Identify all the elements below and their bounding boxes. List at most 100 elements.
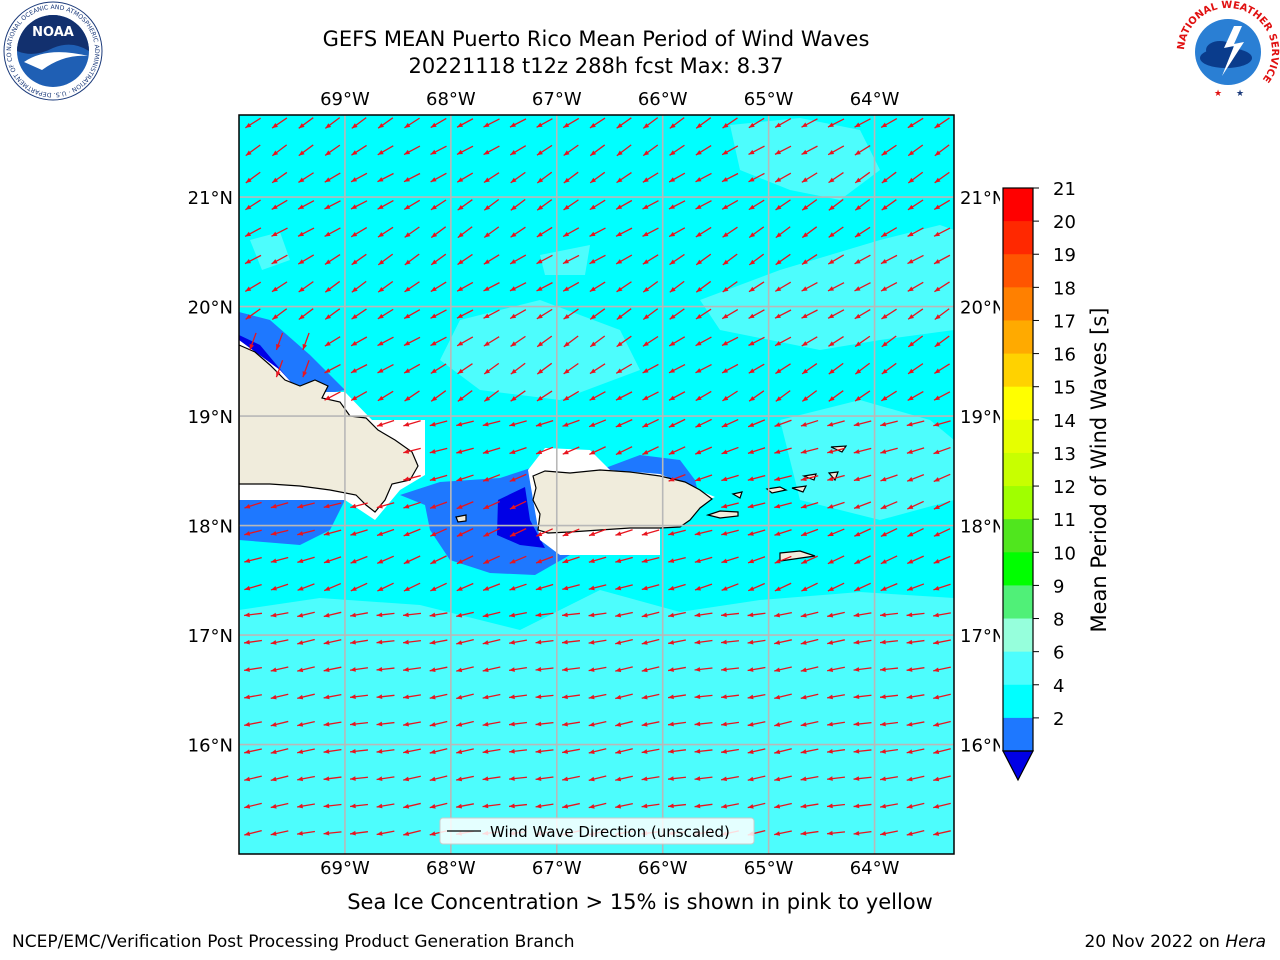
wind-wave-arrow: [376, 639, 395, 645]
wind-wave-arrow: [801, 363, 818, 375]
wind-wave-arrow: [323, 776, 342, 781]
wind-wave-arrow: [721, 748, 739, 754]
wind-wave-arrow: [667, 721, 687, 727]
wind-wave-arrow: [588, 775, 607, 782]
wind-wave-arrow: [667, 803, 687, 809]
wind-wave-arrow: [350, 227, 368, 238]
wind-wave-arrow: [695, 336, 712, 347]
wind-wave-arrow: [349, 830, 369, 836]
colorbar-tick-label: 13: [1053, 444, 1076, 465]
wind-wave-arrow: [694, 748, 713, 754]
wind-wave-arrow: [244, 802, 262, 809]
wind-wave-arrow: [668, 474, 686, 482]
wind-wave-arrow: [456, 748, 474, 754]
lon-tick-label: 64°W: [850, 858, 900, 879]
wind-wave-arrow: [323, 694, 342, 700]
wind-wave-arrow: [588, 693, 607, 700]
wind-wave-arrow: [695, 172, 712, 183]
wind-wave-arrow: [881, 144, 897, 156]
wind-wave-arrow: [430, 226, 447, 239]
wind-wave-arrow: [907, 527, 924, 538]
wind-wave-arrow: [351, 308, 367, 320]
wind-wave-arrow: [244, 694, 262, 700]
wind-wave-arrow: [801, 555, 818, 565]
wind-wave-arrow: [243, 612, 263, 618]
colorbar-tick-label: 19: [1053, 245, 1076, 266]
wind-wave-arrow: [933, 583, 951, 591]
wind-wave-arrow: [615, 199, 633, 210]
wind-wave-arrow: [774, 748, 792, 755]
wind-wave-arrow: [271, 199, 288, 210]
wind-wave-arrow: [244, 583, 262, 591]
wind-wave-arrow: [694, 556, 713, 563]
wind-wave-arrow: [642, 335, 659, 347]
wind-wave-arrow: [535, 583, 554, 591]
wind-wave-arrow: [377, 226, 394, 238]
wind-wave-arrow: [535, 748, 554, 754]
wind-wave-arrow: [721, 446, 739, 455]
wind-wave-arrow: [563, 199, 579, 211]
wind-wave-arrow: [324, 336, 341, 347]
wind-wave-arrow: [402, 612, 422, 618]
wind-wave-arrow: [510, 171, 526, 184]
wind-wave-arrow: [668, 694, 686, 700]
wind-wave-arrow: [880, 281, 898, 292]
date-stamp: 20 Nov 2022 on Hera: [1084, 932, 1266, 952]
wind-wave-arrow: [615, 363, 633, 374]
wind-wave-arrow: [562, 446, 580, 455]
wind-wave-arrow: [669, 280, 685, 293]
wind-wave-arrow: [827, 254, 845, 265]
wind-wave-arrow: [934, 281, 950, 293]
wind-wave-arrow: [270, 529, 289, 536]
wind-wave-arrow: [456, 803, 474, 809]
wind-wave-arrow: [324, 391, 341, 401]
wind-wave-arrow: [483, 254, 500, 265]
lat-tick-label: 17°N: [188, 626, 233, 647]
wind-wave-arrow: [616, 172, 632, 184]
wind-wave-arrow: [456, 555, 474, 565]
wind-wave-arrow: [747, 802, 766, 809]
wind-wave-arrow: [880, 830, 898, 836]
wind-wave-arrow: [669, 253, 685, 266]
wind-wave-arrow: [535, 667, 554, 672]
wind-wave-arrow: [403, 748, 421, 754]
wind-wave-arrow: [377, 363, 394, 374]
wind-wave-arrow: [800, 721, 819, 727]
wind-wave-arrow: [695, 200, 712, 210]
colorbar-tick-label: 15: [1053, 378, 1076, 399]
wind-wave-arrow: [245, 199, 261, 211]
wind-wave-arrow: [615, 639, 633, 645]
wind-wave-arrow: [907, 199, 924, 211]
wind-wave-arrow: [324, 144, 341, 156]
wind-wave-arrow: [933, 227, 951, 237]
wind-wave-arrow: [457, 199, 473, 211]
wind-wave-arrow: [668, 666, 686, 672]
wind-wave-arrow: [721, 308, 739, 320]
wind-wave-arrow: [907, 254, 924, 265]
wind-wave-arrow: [933, 555, 951, 564]
wind-wave-arrow: [616, 335, 632, 348]
wind-wave-arrow: [588, 584, 607, 591]
wind-wave-arrow: [535, 420, 554, 427]
wind-wave-arrow: [456, 582, 474, 592]
wind-wave-arrow: [879, 612, 899, 618]
wind-wave-arrow: [694, 694, 713, 699]
wind-wave-arrow: [880, 474, 898, 482]
wind-wave-arrow: [244, 775, 262, 782]
wind-wave-arrow: [881, 171, 897, 184]
wind-wave-arrow: [854, 308, 871, 320]
wind-wave-arrow: [509, 528, 527, 537]
wind-wave-arrow: [403, 336, 421, 347]
wind-wave-arrow: [588, 419, 607, 428]
colorbar-band: [1003, 353, 1033, 388]
land-masses: [239, 344, 848, 562]
wind-wave-arrow: [324, 172, 341, 183]
lat-tick-label: 19°N: [188, 407, 233, 428]
wind-wave-arrow: [641, 638, 660, 645]
wind-wave-arrow: [324, 117, 341, 129]
wind-wave-arrow: [668, 446, 686, 455]
wind-wave-arrow: [430, 528, 447, 537]
wind-wave-arrow: [695, 418, 712, 428]
wind-wave-arrow: [774, 281, 792, 292]
wind-wave-arrow: [801, 254, 818, 265]
